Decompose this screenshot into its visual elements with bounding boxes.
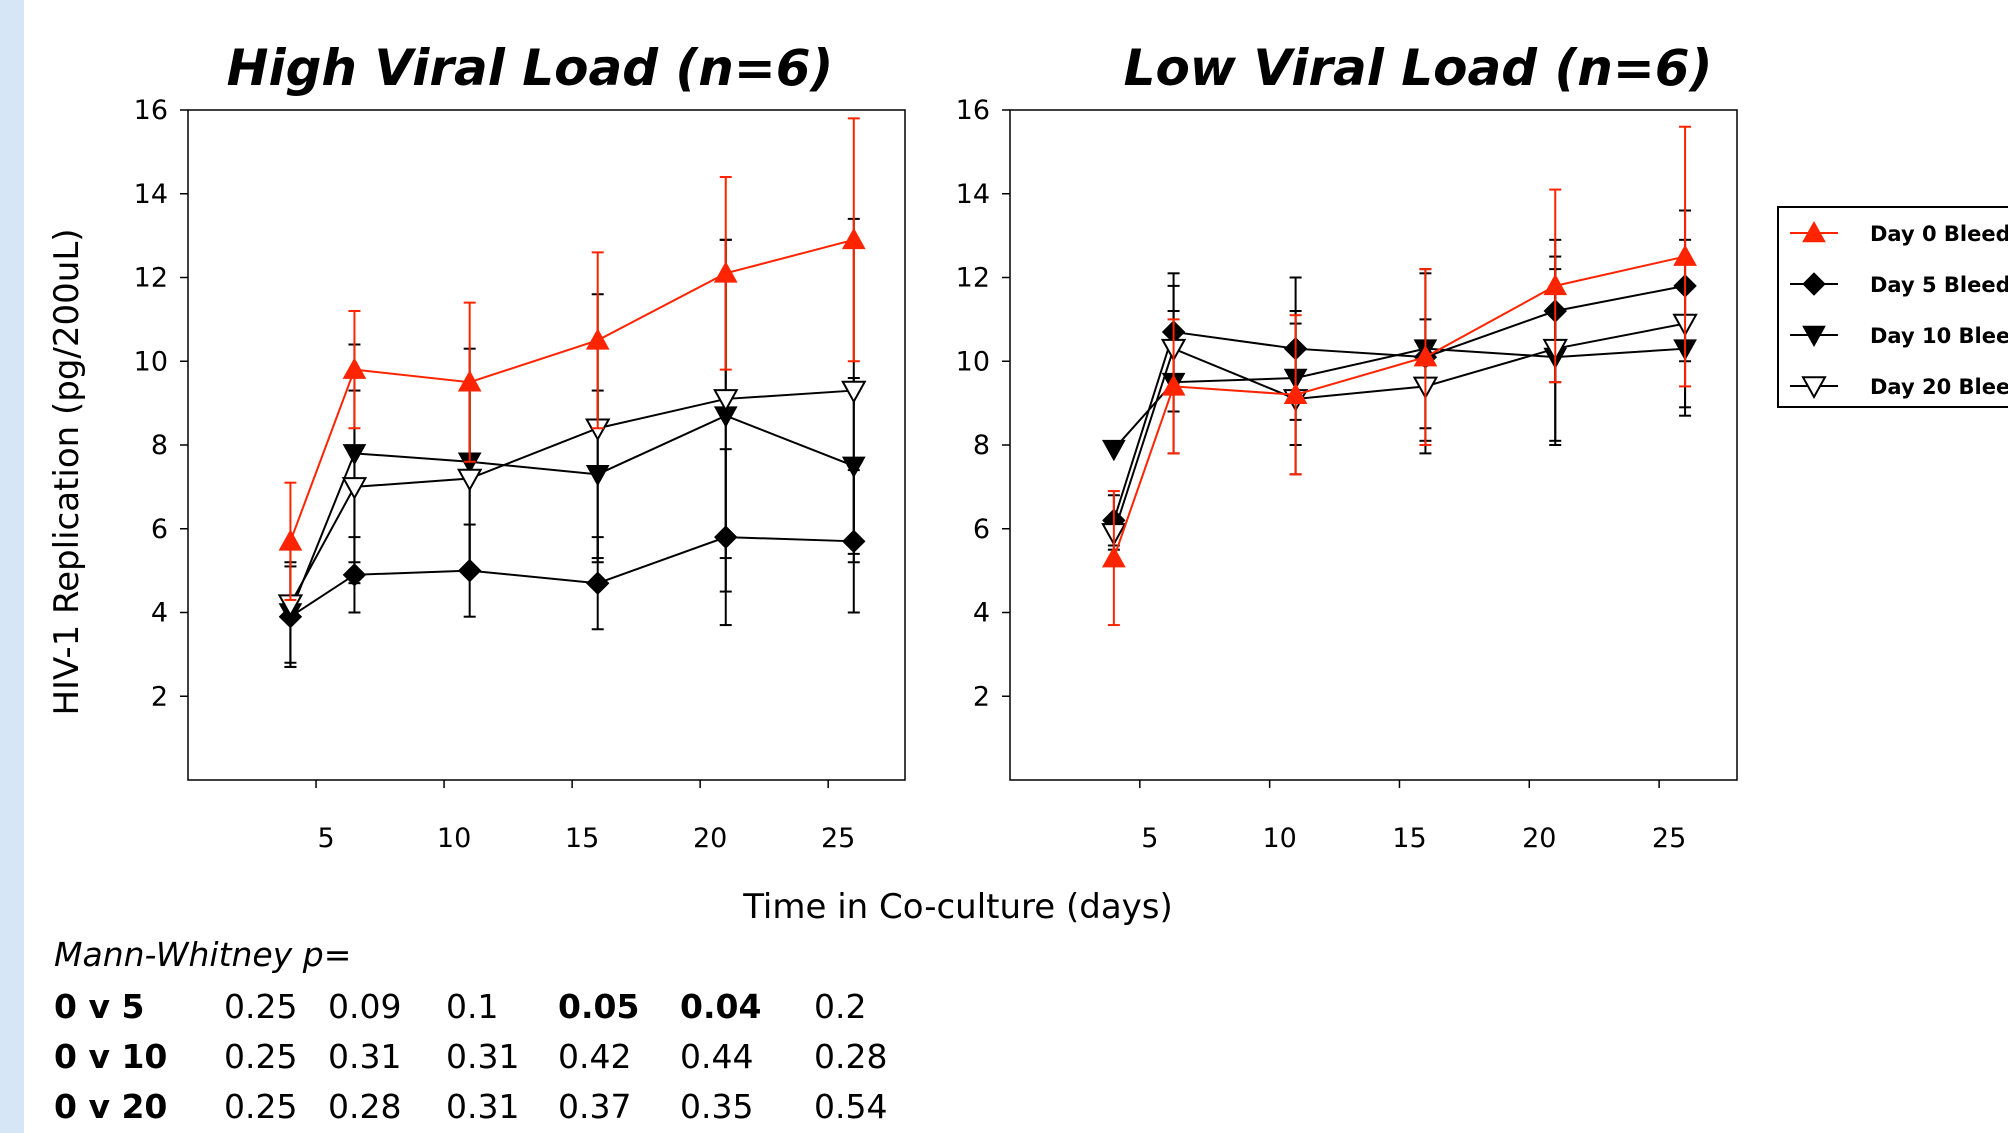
stats-value: 0.31	[446, 1037, 520, 1076]
data-point	[1102, 546, 1126, 568]
legend-label: Day 0 Bleed	[1870, 222, 2008, 246]
series-line	[1112, 322, 1686, 534]
stats-row-label: 0 v 10	[54, 1037, 168, 1076]
series-day-20-bleed	[277, 217, 867, 668]
plot-frame	[187, 109, 906, 781]
data-point	[585, 328, 610, 350]
data-point	[713, 389, 739, 412]
stats-value: 0.25	[224, 1087, 298, 1126]
y-axis-label: HIV-1 Replication (pg/200uL)	[47, 228, 87, 715]
stats-value: 0.09	[328, 987, 402, 1026]
stats-heading: Mann-Whitney p=	[54, 935, 352, 974]
legend-marker	[1802, 272, 1826, 296]
y-tick-label: 6	[151, 514, 168, 545]
data-point	[1283, 382, 1308, 405]
series-day-20-bleed	[1101, 238, 1698, 551]
data-point	[841, 227, 866, 250]
series-line	[1112, 284, 1686, 521]
data-point	[713, 261, 738, 283]
y-tick-label: 10	[956, 346, 990, 377]
series-day-5-bleed	[278, 448, 866, 668]
data-point	[1413, 345, 1438, 367]
data-point	[586, 571, 610, 595]
x-tick-label: 15	[565, 823, 599, 854]
data-point	[1543, 273, 1568, 296]
y-tick-label: 2	[973, 681, 990, 712]
stats-value: 0.31	[328, 1037, 402, 1076]
y-tick-label: 8	[973, 430, 990, 461]
x-axis-label: Time in Co-culture (days)	[742, 887, 1173, 927]
legend: Day 0 Bleed Day 5 Bleed Day 10 Bleed Day 20…	[1777, 206, 2008, 408]
legend-marker	[1802, 220, 1826, 243]
stats-value: 0.04	[680, 987, 762, 1026]
legend-label: Day 20 Bleed	[1870, 375, 2008, 399]
y-tick-label: 16	[956, 95, 990, 126]
y-tick-label: 16	[134, 95, 168, 126]
stats-value: 0.44	[680, 1037, 754, 1076]
stats-value: 0.1	[446, 987, 499, 1026]
x-tick-label: 15	[1392, 823, 1426, 854]
stats-value: 0.35	[680, 1087, 754, 1126]
x-tick-label: 10	[437, 823, 471, 854]
stats-row-label: 0 v 20	[54, 1087, 168, 1126]
y-tick-label: 2	[151, 681, 168, 712]
y-tick-label: 4	[973, 598, 990, 629]
data-point	[341, 477, 368, 500]
series-day-5-bleed	[1102, 209, 1697, 547]
stats-value: 0.2	[814, 987, 867, 1026]
data-point	[457, 370, 482, 392]
data-point	[1102, 439, 1126, 462]
stats-value: 0.42	[558, 1037, 632, 1076]
y-tick-label: 14	[134, 179, 168, 210]
series-line	[289, 414, 855, 613]
series-line	[1112, 255, 1686, 559]
y-tick-label: 12	[956, 263, 990, 294]
x-tick-label: 25	[1652, 823, 1686, 854]
x-tick-label: 5	[1141, 823, 1158, 854]
series-day-0-bleed	[278, 117, 866, 601]
stats-value: 0.05	[558, 987, 640, 1026]
y-tick-label: 4	[151, 598, 168, 629]
x-tick-label: 20	[1522, 823, 1556, 854]
y-tick-label: 10	[134, 346, 168, 377]
chart-title: Low Viral Load (n=6)	[1124, 39, 1713, 97]
series-line	[289, 536, 854, 618]
y-tick-label: 6	[973, 514, 990, 545]
series-line	[289, 389, 854, 605]
x-tick-label: 20	[693, 823, 727, 854]
x-tick-label: 5	[317, 823, 334, 854]
y-tick-label: 14	[956, 179, 990, 210]
data-point	[1673, 244, 1697, 266]
data-point	[1161, 374, 1186, 396]
stats-value: 0.37	[558, 1087, 632, 1126]
x-tick-label: 10	[1262, 823, 1296, 854]
stats-value: 0.28	[814, 1037, 888, 1076]
stats-value: 0.54	[814, 1087, 888, 1126]
left-accent-band	[0, 0, 24, 1133]
chart-high-viral-load: High Viral Load (n=6) 2 4 6 8 10 12 14 16 5 10 15 20…	[134, 39, 906, 854]
legend-label: Day 10 Bleed	[1870, 324, 2008, 348]
x-tick-label: 25	[821, 823, 855, 854]
stats-row-label: 0 v 5	[54, 987, 145, 1026]
data-point	[278, 529, 303, 551]
stats-value: 0.28	[328, 1087, 402, 1126]
chart-title: High Viral Load (n=6)	[227, 39, 834, 97]
legend-label: Day 5 Bleed	[1870, 273, 2008, 297]
data-point	[342, 357, 367, 379]
legend-marker	[1802, 325, 1826, 348]
series-day-10-bleed	[278, 238, 866, 664]
y-tick-label: 8	[151, 430, 168, 461]
chart-low-viral-load: Low Viral Load (n=6) 2 4 6 8 10 12 14 16 5 10 15 20 2…	[956, 39, 1738, 854]
legend-marker	[1801, 376, 1827, 400]
data-point	[841, 380, 867, 404]
y-tick-label: 12	[134, 263, 168, 294]
stats-value: 0.31	[446, 1087, 520, 1126]
stats-value: 0.25	[224, 1037, 298, 1076]
series-day-0-bleed	[1102, 125, 1697, 627]
stats-value: 0.25	[224, 987, 298, 1026]
series-line	[289, 238, 855, 542]
data-point	[456, 468, 483, 492]
